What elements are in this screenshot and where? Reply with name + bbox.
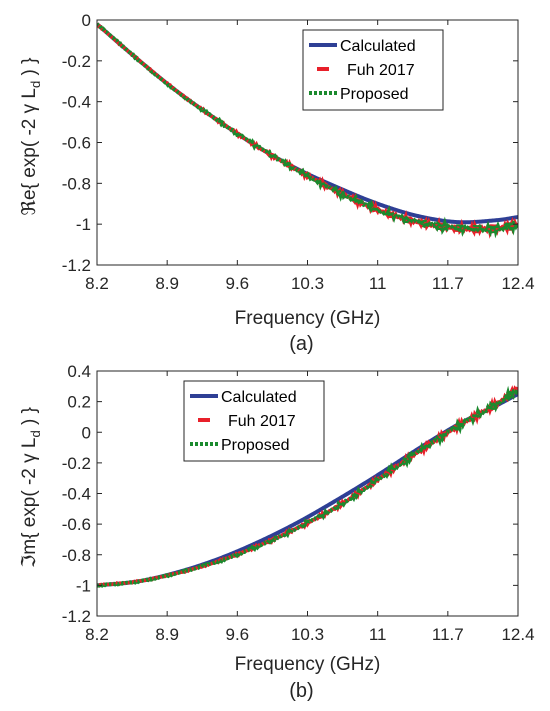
y-axis-title: ℜe{ exp( -2 γ Ld ) }	[19, 58, 43, 216]
legend: Calculated Fuh 2017 Proposed	[183, 380, 325, 462]
y-tick-label: -0.6	[62, 134, 91, 153]
x-tick-label: 11.7	[432, 274, 464, 293]
y-tick-label: -0.6	[62, 515, 91, 534]
x-tick-label: 8.9	[155, 274, 179, 293]
series-line-proposed	[97, 22, 518, 239]
panel-a: 8.2 8.9 9.6 10.3 11 11.7 12.4 0 -0.2 -0.4 -0.6 -0.8…	[19, 11, 535, 355]
x-tick-label: 12.4	[501, 625, 534, 644]
y-tick-label: -0.4	[62, 485, 91, 504]
y-axis-title-suffix: ) }	[19, 407, 40, 430]
x-axis-title: Frequency (GHz)	[235, 654, 381, 675]
x-tick-label: 8.2	[85, 625, 109, 644]
legend: Calculated Fuh 2017 Proposed	[302, 29, 444, 111]
y-tick-label: 0	[82, 11, 91, 30]
series-group	[97, 383, 518, 588]
x-tick-label: 12.4	[501, 274, 534, 293]
x-tick-label: 8.2	[85, 274, 109, 293]
panel-b: 8.2 8.9 9.6 10.3 11 11.7 12.4 0.4 0.2 0 -0.2 -0.4 -0…	[19, 362, 535, 702]
legend-label: Proposed	[221, 437, 290, 454]
x-tick-label: 10.3	[291, 625, 324, 644]
y-axis-title-l: L	[19, 437, 40, 453]
y-tick-label: 0.2	[67, 393, 91, 412]
y-tick-label: 0.4	[67, 362, 91, 381]
y-tick-label: -1.2	[62, 607, 91, 626]
legend-label: Fuh 2017	[347, 62, 415, 79]
y-tick-label: -0.2	[62, 454, 91, 473]
series-line-proposed	[97, 383, 518, 588]
legend-label: Calculated	[340, 38, 416, 55]
series-group	[97, 22, 518, 239]
x-tick-label: 9.6	[226, 625, 250, 644]
y-tick-label: -0.8	[62, 174, 91, 193]
y-axis-title-prefix: ℜe{ exp( -2	[19, 113, 40, 215]
legend-label: Calculated	[221, 389, 297, 406]
x-tick-label: 11	[369, 274, 387, 293]
y-axis-title-subscript: d	[28, 81, 43, 88]
x-axis-title: Frequency (GHz)	[235, 308, 381, 329]
y-tick-label: -0.2	[62, 52, 91, 71]
y-tick-label: -1	[76, 215, 91, 234]
y-tick-label: -1	[76, 576, 91, 595]
y-axis-title-l: L	[19, 88, 40, 104]
legend-label: Fuh 2017	[228, 413, 296, 430]
y-axis-title-prefix: ℑm{ exp( -2	[19, 463, 40, 568]
x-tick-label: 9.6	[226, 274, 250, 293]
legend-label: Proposed	[340, 86, 409, 103]
panel-caption: (b)	[289, 680, 313, 702]
y-axis-title-subscript: d	[28, 430, 43, 437]
x-tick-label: 11.7	[432, 625, 464, 644]
y-tick-label: -0.4	[62, 93, 91, 112]
x-tick-label: 10.3	[291, 274, 324, 293]
x-tick-label: 8.9	[155, 625, 179, 644]
panel-caption: (a)	[289, 333, 313, 355]
y-tick-label: -0.8	[62, 546, 91, 565]
y-tick-label: -1.2	[62, 256, 91, 275]
y-axis-title-gamma: γ	[19, 103, 40, 113]
x-tick-label: 11	[369, 625, 387, 644]
y-tick-label: 0	[82, 423, 91, 442]
y-axis-title: ℑm{ exp( -2 γ Ld ) }	[19, 407, 43, 568]
y-axis-title-suffix: ) }	[19, 58, 40, 81]
y-axis-title-gamma: γ	[19, 453, 40, 463]
